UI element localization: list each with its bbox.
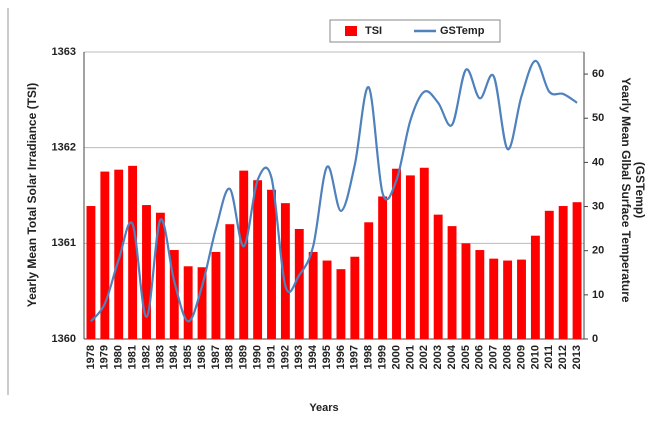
- x-tick-label: 2013: [571, 345, 583, 369]
- x-tick-label: 1981: [127, 345, 139, 369]
- bar: [86, 206, 96, 339]
- bar: [392, 168, 401, 339]
- x-tick-label: 2009: [515, 345, 527, 369]
- x-tick-label: 1990: [252, 345, 264, 369]
- bar: [183, 266, 193, 339]
- bar: [253, 180, 263, 339]
- y2-tick-label: 10: [592, 289, 604, 301]
- bar: [142, 205, 151, 339]
- bar: [447, 226, 457, 339]
- bar: [308, 251, 318, 339]
- bar: [280, 203, 290, 339]
- y2-tick-label: 60: [592, 68, 604, 80]
- x-axis-title: Years: [309, 402, 338, 414]
- x-tick-label: 1986: [196, 345, 208, 369]
- y-tick-label: 1363: [52, 46, 76, 58]
- x-tick-label: 2012: [557, 345, 569, 369]
- bar: [294, 228, 304, 339]
- bar: [558, 206, 568, 339]
- bar: [419, 167, 429, 339]
- bar: [489, 258, 499, 339]
- y2-tick-label: 50: [592, 112, 604, 124]
- bar: [239, 170, 249, 339]
- x-tick-label: 1998: [363, 345, 375, 369]
- legend-swatch: [345, 26, 357, 36]
- bar: [336, 269, 346, 339]
- x-tick-label: 1984: [168, 344, 180, 369]
- y2-tick-label: 40: [592, 156, 604, 168]
- x-tick-label: 2010: [529, 345, 541, 369]
- bar: [433, 214, 443, 339]
- y-tick-label: 1362: [52, 142, 76, 154]
- x-tick-label: 1989: [238, 345, 250, 369]
- x-tick-label: 2002: [418, 345, 430, 369]
- bar: [405, 175, 415, 339]
- x-tick-label: 1988: [224, 345, 236, 369]
- x-tick-label: 1983: [154, 345, 166, 369]
- x-tick-label: 1978: [85, 345, 97, 369]
- bar: [211, 251, 221, 339]
- x-tick-label: 1982: [140, 345, 152, 369]
- x-tick-label: 1991: [265, 345, 277, 369]
- x-tick-label: 1997: [349, 345, 361, 369]
- bar: [572, 202, 582, 339]
- line: [90, 59, 578, 323]
- x-tick-label: 1987: [210, 345, 222, 369]
- x-tick-label: 2001: [404, 345, 416, 369]
- y2-tick-label: 20: [592, 245, 604, 257]
- bar: [378, 196, 388, 339]
- x-tick-label: 2011: [543, 345, 555, 369]
- bar: [114, 169, 124, 339]
- bar: [364, 222, 374, 339]
- x-tick-label: 2006: [474, 345, 486, 369]
- y-tick-label: 1361: [52, 237, 76, 249]
- y-axis-title: Yearly Mean Total Solar Irradiance (TSI): [25, 83, 39, 308]
- x-tick-label: 1999: [377, 345, 389, 369]
- x-tick-label: 1995: [321, 345, 333, 369]
- bar: [267, 189, 276, 339]
- bar: [544, 210, 554, 339]
- y2-axis-title: Yearly Mean Glbal Surface Temperature: [619, 77, 633, 303]
- bar: [530, 235, 540, 339]
- bar: [197, 267, 207, 339]
- x-tick-label: 1979: [99, 345, 111, 369]
- y2-axis-title: (GSTemp): [633, 162, 647, 218]
- x-tick-label: 2008: [502, 345, 514, 369]
- x-tick-label: 1996: [335, 345, 347, 369]
- x-tick-label: 1985: [182, 345, 194, 369]
- bar: [475, 250, 485, 339]
- bar: [322, 260, 332, 339]
- x-tick-label: 1993: [293, 345, 305, 369]
- legend-label: TSI: [365, 25, 382, 37]
- bar: [225, 224, 235, 339]
- y2-tick-label: 30: [592, 200, 604, 212]
- bar: [169, 250, 179, 339]
- x-tick-label: 1980: [113, 345, 125, 369]
- y-tick-label: 1360: [52, 333, 76, 345]
- bar: [100, 171, 110, 339]
- bar: [461, 243, 471, 339]
- x-tick-label: 2000: [390, 345, 402, 369]
- bar: [503, 260, 513, 339]
- x-tick-label: 1994: [307, 344, 319, 369]
- x-tick-label: 2005: [460, 345, 472, 369]
- bar: [350, 256, 360, 339]
- x-tick-label: 1992: [279, 345, 291, 369]
- y2-tick-label: 0: [592, 333, 598, 345]
- legend-label: GSTemp: [440, 25, 485, 37]
- x-tick-label: 2003: [432, 345, 444, 369]
- bar: [128, 165, 138, 339]
- bar: [155, 212, 165, 339]
- x-tick-label: 2007: [488, 345, 500, 369]
- x-tick-label: 2004: [446, 344, 458, 369]
- bar: [517, 259, 526, 339]
